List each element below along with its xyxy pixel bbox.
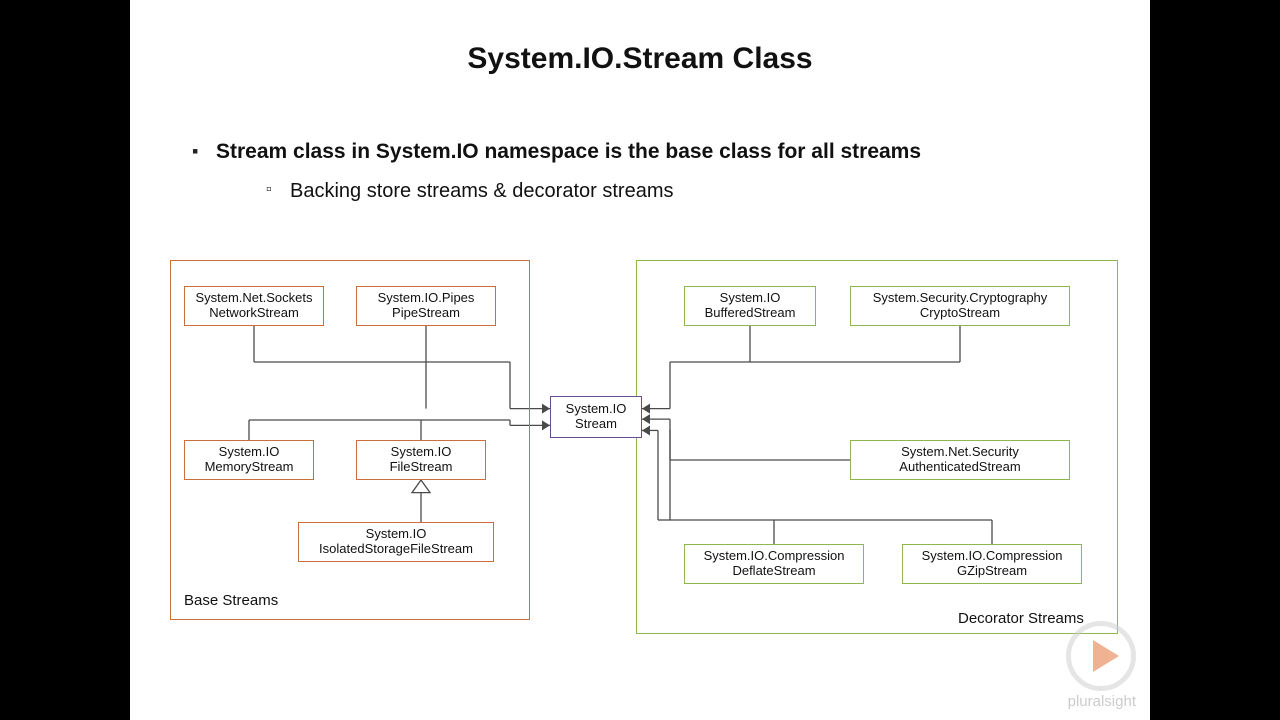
node-buffered: System.IOBufferedStream [684,286,816,326]
node-crypto-line2: CryptoStream [920,306,1000,321]
play-icon [1066,621,1136,691]
node-isolated-line1: System.IO [366,527,427,542]
node-crypto-line1: System.Security.Cryptography [873,291,1048,306]
node-stream: System.IOStream [550,396,642,438]
node-buffered-line2: BufferedStream [705,306,796,321]
node-file-line2: FileStream [390,460,453,475]
node-gzip: System.IO.CompressionGZipStream [902,544,1082,584]
node-memory-line2: MemoryStream [205,460,294,475]
node-pipe-line1: System.IO.Pipes [378,291,475,306]
node-pipe-line2: PipeStream [392,306,460,321]
node-memory: System.IOMemoryStream [184,440,314,480]
node-auth-line2: AuthenticatedStream [899,460,1020,475]
node-gzip-line2: GZipStream [957,564,1027,579]
node-stream-line1: System.IO [566,402,627,417]
group-label-base: Base Streams [184,592,278,609]
brand-label: pluralsight [1066,693,1136,710]
node-file-line1: System.IO [391,445,452,460]
group-label-dec: Decorator Streams [958,610,1084,627]
node-crypto: System.Security.CryptographyCryptoStream [850,286,1070,326]
slide: System.IO.Stream Class Stream class in S… [130,0,1150,720]
node-deflate-line2: DeflateStream [732,564,815,579]
node-gzip-line1: System.IO.Compression [922,549,1063,564]
node-deflate-line1: System.IO.Compression [704,549,845,564]
node-auth-line1: System.Net.Security [901,445,1019,460]
play-triangle-icon [1093,640,1119,672]
node-memory-line1: System.IO [219,445,280,460]
node-network-line1: System.Net.Sockets [195,291,312,306]
node-network: System.Net.SocketsNetworkStream [184,286,324,326]
node-stream-line2: Stream [575,417,617,432]
node-auth: System.Net.SecurityAuthenticatedStream [850,440,1070,480]
node-network-line2: NetworkStream [209,306,299,321]
node-buffered-line1: System.IO [720,291,781,306]
node-isolated-line2: IsolatedStorageFileStream [319,542,473,557]
node-isolated: System.IOIsolatedStorageFileStream [298,522,494,562]
node-pipe: System.IO.PipesPipeStream [356,286,496,326]
node-file: System.IOFileStream [356,440,486,480]
watermark: pluralsight [1066,621,1136,710]
node-deflate: System.IO.CompressionDeflateStream [684,544,864,584]
